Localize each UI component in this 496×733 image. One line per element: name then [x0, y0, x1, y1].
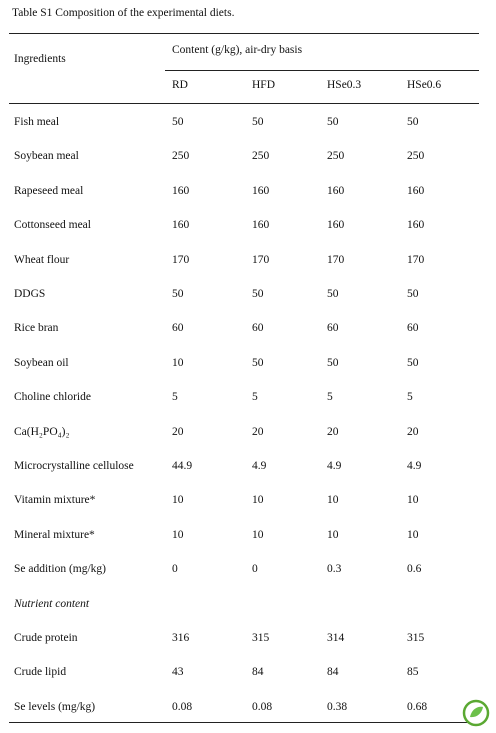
row-label: Crude lipid	[14, 666, 67, 679]
cell: 4.9	[327, 460, 342, 472]
cell: 10	[172, 356, 184, 369]
cell: 50	[172, 288, 184, 300]
rule-sub	[165, 70, 479, 71]
cell: 0.08	[252, 700, 273, 713]
cell: 10	[407, 528, 419, 541]
column-header: HSe0.6	[407, 79, 442, 91]
cell: 20	[407, 425, 419, 438]
cell: 5	[327, 391, 333, 404]
cell: 20	[172, 425, 184, 438]
row-label: Fish meal	[14, 116, 60, 128]
cell: 170	[172, 253, 190, 266]
cell: 160	[407, 184, 425, 197]
header-content: Content (g/kg), air-dry basis	[172, 44, 303, 56]
column-header: HFD	[252, 79, 276, 91]
logo-icon	[462, 699, 490, 727]
row-label: Rapeseed meal	[14, 184, 84, 197]
cell: 250	[327, 150, 345, 163]
row-label: Rice bran	[14, 322, 59, 335]
cell: 50	[172, 116, 184, 128]
cell: 10	[327, 528, 339, 541]
rule-bottom	[9, 722, 479, 723]
cell: 60	[172, 322, 184, 335]
cell: 50	[252, 288, 264, 300]
cell: 50	[327, 116, 339, 128]
table-title: Table S1 Composition of the experimental…	[12, 7, 235, 19]
row-label: Crude protein	[14, 632, 78, 644]
cell: 160	[407, 219, 425, 232]
cell: 10	[172, 494, 184, 507]
cell: 50	[252, 116, 264, 128]
cell: 4.9	[407, 460, 422, 472]
cell: 170	[407, 253, 425, 266]
cell: 314	[327, 632, 345, 644]
cell: 250	[172, 150, 190, 163]
row-label: Se addition (mg/kg)	[14, 563, 106, 576]
cell: 5	[407, 391, 413, 404]
cell: 170	[327, 253, 345, 266]
column-header: RD	[172, 79, 188, 91]
cell: 4.9	[252, 460, 267, 472]
cell: 60	[327, 322, 339, 335]
cell: 250	[252, 150, 270, 163]
cell: 0	[172, 563, 178, 576]
row-label: DDGS	[14, 288, 46, 300]
cell: 10	[252, 494, 264, 507]
row-label: Soybean meal	[14, 150, 79, 163]
cell: 160	[172, 184, 190, 197]
cell: 10	[327, 494, 339, 507]
section-label: Nutrient content	[14, 597, 90, 610]
rule-header	[9, 103, 479, 104]
row-label: Mineral mixture*	[14, 528, 95, 541]
cell: 316	[172, 632, 190, 644]
cell: 50	[407, 288, 419, 300]
cell: 0	[252, 563, 258, 576]
cell: 50	[327, 288, 339, 300]
row-label: Soybean oil	[14, 356, 69, 369]
cell: 0.38	[327, 700, 348, 713]
cell: 50	[407, 356, 419, 369]
cell: 5	[172, 391, 178, 404]
cell: 20	[327, 425, 339, 438]
cell: 20	[252, 425, 264, 438]
cell: 50	[252, 356, 264, 369]
cell: 160	[327, 184, 345, 197]
header-ingredients: Ingredients	[14, 53, 66, 65]
cell: 10	[407, 494, 419, 507]
row-label: Cottonseed meal	[14, 219, 91, 232]
cell: 84	[252, 666, 264, 679]
row-label: Se levels (mg/kg)	[14, 700, 96, 713]
cell: 170	[252, 253, 270, 266]
cell: 84	[327, 666, 339, 679]
cell: 44.9	[172, 460, 193, 472]
cell: 160	[172, 219, 190, 232]
cell: 0.08	[172, 700, 193, 713]
cell: 0.6	[407, 563, 422, 576]
cell: 315	[252, 632, 270, 644]
rule-top	[9, 33, 479, 34]
cell: 250	[407, 150, 425, 163]
cell: 50	[327, 356, 339, 369]
cell: 160	[327, 219, 345, 232]
row-label: Vitamin mixture*	[14, 494, 96, 507]
cell: 0.68	[407, 700, 428, 713]
cell: 50	[407, 116, 419, 128]
cell: 160	[252, 184, 270, 197]
row-label: Microcrystalline cellulose	[14, 460, 134, 472]
cell: 60	[407, 322, 419, 335]
cell: 10	[252, 528, 264, 541]
cell: 85	[407, 666, 419, 679]
row-label: Wheat flour	[14, 253, 70, 266]
column-header: HSe0.3	[327, 79, 362, 91]
cell: 315	[407, 632, 425, 644]
row-label: Ca(H₂PO₄)₂	[14, 425, 70, 438]
cell: 0.3	[327, 563, 342, 576]
row-label: Choline chloride	[14, 391, 91, 404]
cell: 60	[252, 322, 264, 335]
cell: 43	[172, 666, 184, 679]
cell: 160	[252, 219, 270, 232]
cell: 10	[172, 528, 184, 541]
cell: 5	[252, 391, 258, 404]
